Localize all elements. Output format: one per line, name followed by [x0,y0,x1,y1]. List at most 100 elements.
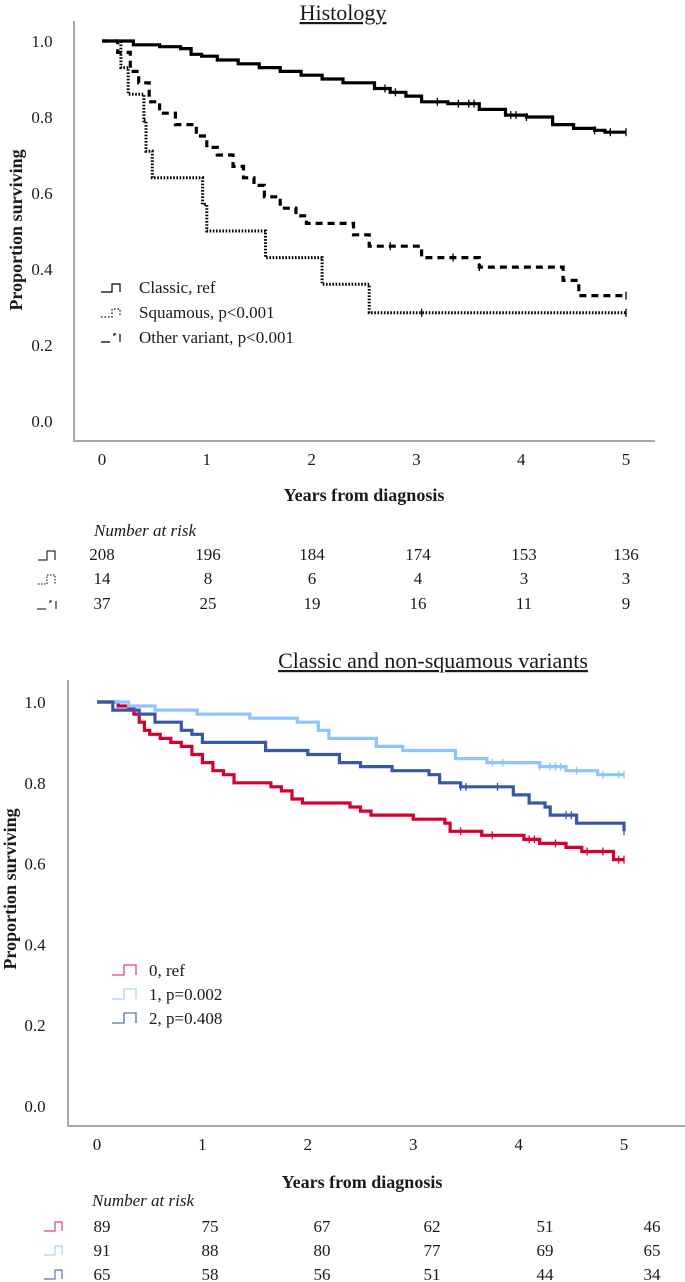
risk-count: 6 [308,569,317,588]
y-tick-label: 0.8 [31,108,52,127]
risk-count: 46 [644,1217,661,1236]
number-at-risk-table: Number at risk 89 75 67 62 51 46 91 88 80 77 69 65 6… [44,1191,661,1282]
risk-count: 56 [314,1265,331,1282]
risk-count: 16 [410,594,427,613]
classic-non-squamous-chart: Classic and non-squamous variants 0.0 0.2… [0,648,685,1282]
x-tick-label: 0 [98,450,107,469]
risk-count: 65 [94,1265,111,1282]
risk-count: 51 [537,1217,554,1236]
legend-label-other-variant: Other variant, p<0.001 [139,328,294,347]
y-tick-label: 0.0 [31,412,52,431]
y-tick-label: 1.0 [24,693,45,712]
risk-table-header: Number at risk [91,1191,194,1210]
risk-table-header: Number at risk [93,521,196,540]
risk-count: 208 [89,545,115,564]
legend: 0, ref 1, p=0.002 2, p=0.408 [112,961,222,1028]
legend-label-2: 2, p=0.408 [149,1009,222,1028]
y-axis-label: Proportion surviving [6,149,26,310]
risk-count: 77 [424,1241,442,1260]
risk-count: 3 [520,569,529,588]
x-tick-label: 4 [517,450,526,469]
y-tick-label: 0.2 [24,1016,45,1035]
number-at-risk-table: Number at risk 208 196 184 174 153 136 14 8 6 4 3 3… [37,521,639,613]
legend-swatch-other-variant [101,333,121,343]
risk-count: 80 [314,1241,331,1260]
x-tick-labels: 0 1 2 3 4 5 [93,1135,629,1154]
risk-count: 69 [537,1241,554,1260]
risk-count: 14 [94,569,112,588]
risk-swatch-2 [44,1269,63,1280]
survival-curves [97,700,626,864]
survival-curve-2 [97,700,626,832]
risk-count: 25 [200,594,217,613]
risk-count: 75 [202,1217,219,1236]
risk-count: 136 [613,545,639,564]
legend-swatch-classic [101,283,121,293]
histology-chart: Histology 0.0 0.2 0.4 0.6 0.8 1.0 0 1 2 3 4 5 Prop… [6,0,655,613]
legend: Classic, ref Squamous, p<0.001 Other var… [101,278,294,347]
risk-count: 19 [304,594,321,613]
x-tick-label: 3 [409,1135,418,1154]
survival-curve-2 [102,39,626,298]
survival-curves [102,39,627,317]
risk-swatch-squamous [38,574,56,585]
x-tick-label: 2 [304,1135,313,1154]
risk-swatch-other-variant [37,600,57,610]
y-tick-labels: 0.0 0.2 0.4 0.6 0.8 1.0 [24,693,46,1116]
chart-title: Histology [300,0,387,25]
risk-count: 65 [644,1241,661,1260]
risk-swatch-1 [44,1245,63,1256]
y-tick-label: 0.0 [24,1097,45,1116]
legend-label-classic: Classic, ref [139,278,216,297]
x-tick-label: 5 [620,1135,629,1154]
x-tick-label: 1 [198,1135,207,1154]
risk-count: 3 [622,569,631,588]
x-tick-label: 0 [93,1135,102,1154]
risk-count: 9 [622,594,631,613]
survival-curve-1 [102,39,626,315]
chart-title: Classic and non-squamous variants [278,648,588,673]
y-tick-label: 0.4 [24,935,46,954]
risk-count: 34 [644,1265,662,1282]
risk-swatch-0 [44,1221,63,1232]
risk-count: 62 [424,1217,441,1236]
risk-count: 88 [202,1241,219,1260]
risk-count: 44 [537,1265,555,1282]
legend-swatch-1 [112,988,137,1000]
y-tick-labels: 0.0 0.2 0.4 0.6 0.8 1.0 [31,32,53,431]
legend-label-squamous: Squamous, p<0.001 [139,303,275,322]
risk-count: 58 [202,1265,219,1282]
risk-count: 8 [204,569,213,588]
x-axis-label: Years from diagnosis [284,485,445,505]
legend-label-0: 0, ref [149,961,185,980]
risk-count: 196 [195,545,221,564]
risk-count: 89 [94,1217,111,1236]
x-tick-label: 5 [622,450,631,469]
survival-curve-0 [102,39,626,134]
x-tick-labels: 0 1 2 3 4 5 [98,450,631,469]
risk-count: 51 [424,1265,441,1282]
legend-label-1: 1, p=0.002 [149,985,222,1004]
risk-count: 174 [405,545,431,564]
risk-count: 153 [511,545,537,564]
y-tick-label: 0.8 [24,774,45,793]
survival-curve-0 [97,700,624,862]
risk-count: 67 [314,1217,332,1236]
y-tick-label: 0.2 [31,336,52,355]
legend-swatch-squamous [101,308,121,318]
y-tick-label: 0.6 [24,855,45,874]
y-axis-label: Proportion surviving [0,808,20,969]
y-tick-label: 0.4 [31,260,53,279]
y-tick-label: 0.6 [31,184,52,203]
risk-count: 37 [94,594,112,613]
risk-count: 91 [94,1241,111,1260]
x-tick-label: 1 [203,450,212,469]
legend-swatch-0 [112,964,137,976]
risk-count: 11 [516,594,532,613]
x-tick-label: 2 [307,450,316,469]
y-tick-label: 1.0 [31,32,52,51]
x-tick-label: 3 [412,450,421,469]
risk-count: 4 [414,569,423,588]
x-tick-label: 4 [514,1135,523,1154]
